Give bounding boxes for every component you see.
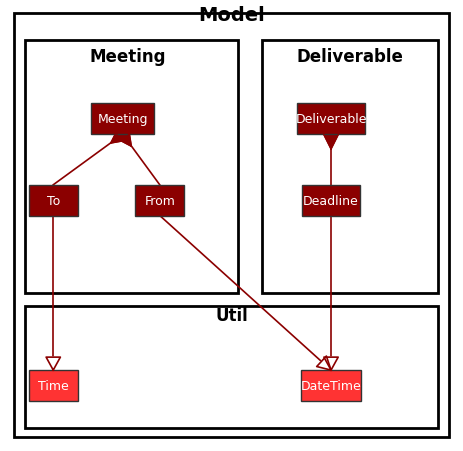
Text: From: From	[144, 194, 175, 207]
FancyBboxPatch shape	[135, 185, 184, 216]
FancyBboxPatch shape	[29, 370, 78, 401]
Text: Meeting: Meeting	[97, 113, 148, 126]
Polygon shape	[111, 129, 129, 144]
Text: Util: Util	[215, 307, 248, 325]
Text: DateTime: DateTime	[300, 379, 362, 392]
Text: Meeting: Meeting	[89, 47, 166, 65]
FancyBboxPatch shape	[302, 185, 360, 216]
FancyBboxPatch shape	[29, 185, 78, 216]
Text: Deadline: Deadline	[303, 194, 359, 207]
Text: Model: Model	[198, 6, 265, 25]
Text: Deliverable: Deliverable	[296, 47, 403, 65]
FancyBboxPatch shape	[92, 104, 154, 135]
Text: To: To	[47, 194, 60, 207]
Polygon shape	[317, 356, 331, 370]
Text: Time: Time	[38, 379, 69, 392]
Polygon shape	[46, 357, 60, 370]
FancyBboxPatch shape	[297, 104, 365, 135]
Polygon shape	[324, 127, 338, 150]
Polygon shape	[324, 357, 338, 370]
Text: Deliverable: Deliverable	[295, 113, 367, 126]
Polygon shape	[117, 128, 131, 147]
FancyBboxPatch shape	[301, 370, 361, 401]
